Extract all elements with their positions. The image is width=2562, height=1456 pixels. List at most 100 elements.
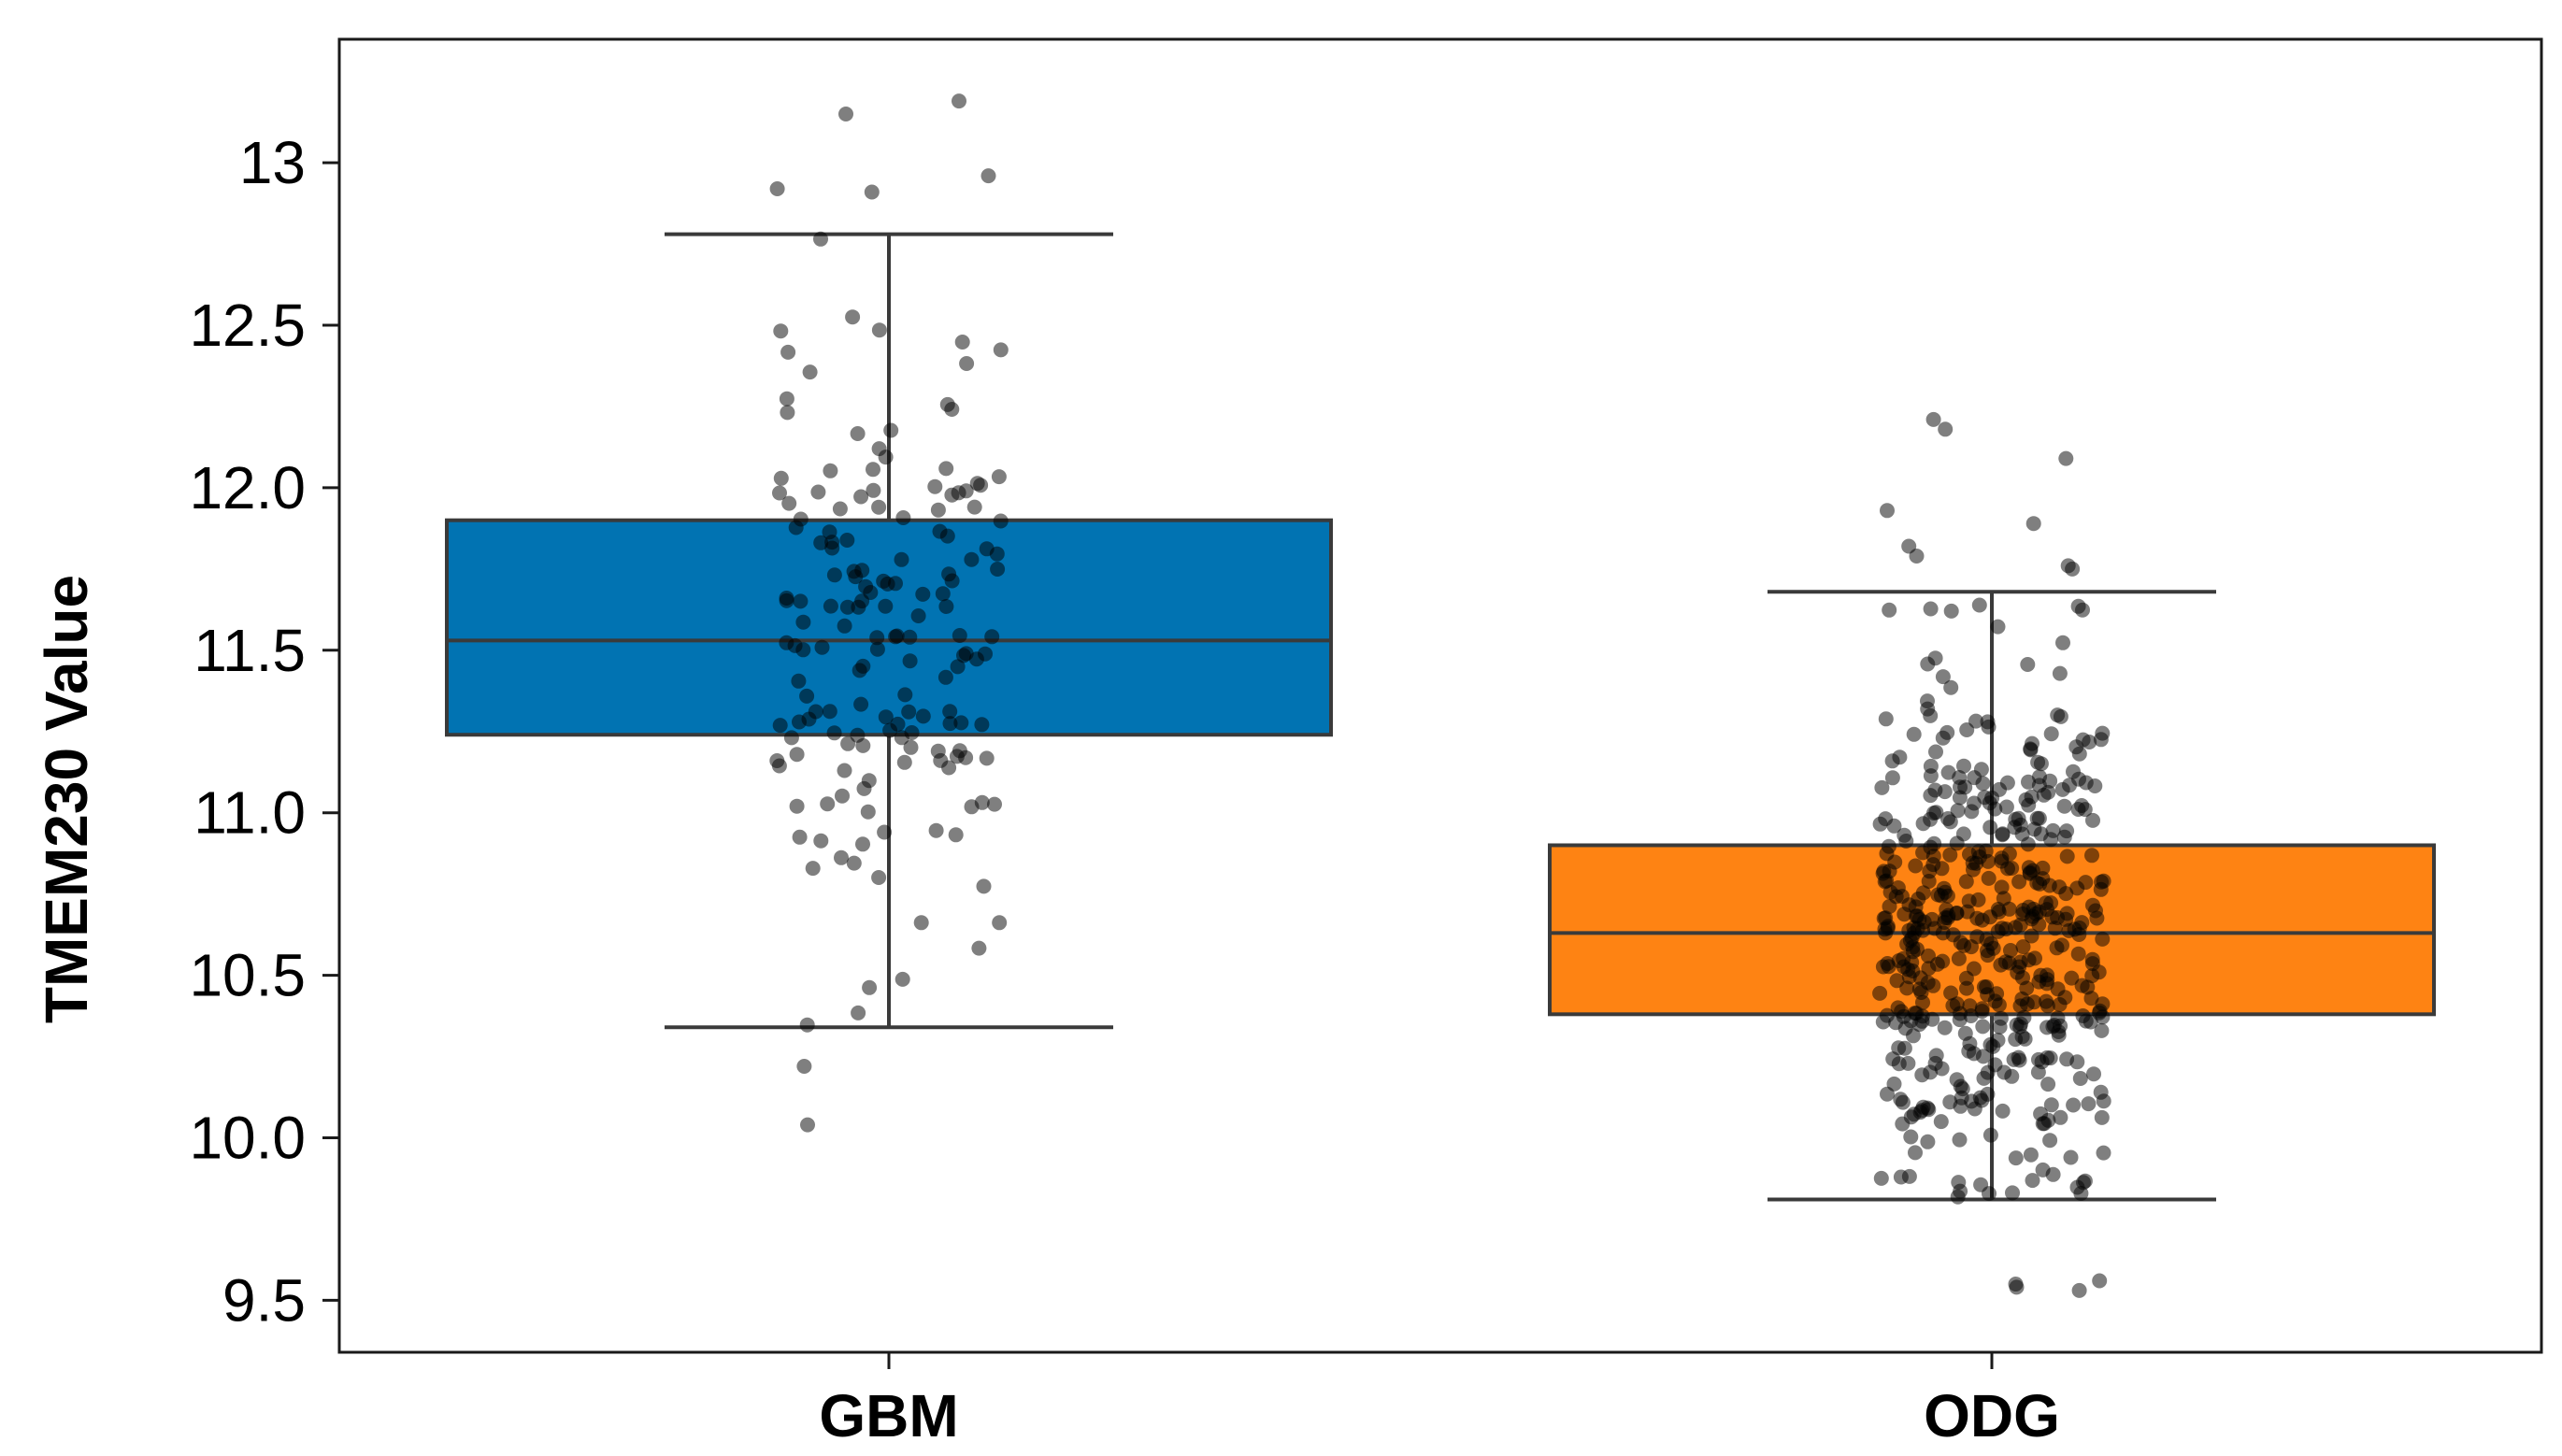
data-point (822, 524, 837, 540)
data-point (1908, 899, 1924, 915)
data-point (1954, 1090, 1969, 1106)
data-point (1938, 884, 1953, 900)
data-point (1906, 726, 1922, 742)
data-point (903, 739, 919, 755)
data-point (1926, 835, 1942, 851)
data-point (1906, 1106, 1922, 1122)
data-point (1928, 744, 1943, 760)
data-point (928, 822, 944, 838)
data-point (850, 426, 866, 441)
data-point (823, 598, 838, 614)
points-odg (1872, 411, 2111, 1298)
data-point (820, 796, 836, 812)
data-point (2042, 1133, 2058, 1149)
data-point (1992, 1019, 2008, 1035)
data-point (1966, 862, 1981, 878)
data-point (1933, 1114, 1949, 1130)
data-point (826, 725, 842, 741)
data-point (854, 593, 870, 609)
data-point (1949, 835, 1965, 851)
data-point (876, 573, 892, 589)
data-point (773, 470, 789, 486)
data-point (866, 482, 881, 498)
data-point (2026, 994, 2042, 1010)
data-point (813, 231, 828, 247)
y-tick-label: 11.5 (193, 617, 306, 684)
data-point (979, 541, 995, 557)
data-point (2063, 1149, 2079, 1165)
data-point (1908, 1145, 1923, 1161)
data-point (964, 551, 980, 567)
data-point (2043, 726, 2059, 742)
data-point (2051, 1024, 2067, 1039)
data-point (839, 599, 855, 615)
data-point (1914, 1067, 1930, 1083)
y-axis-title: TMEM230 Value (33, 575, 100, 1023)
data-point (987, 796, 1002, 812)
data-point (1926, 921, 1942, 936)
data-point (1915, 885, 1931, 901)
data-point (2033, 826, 2049, 842)
data-point (771, 758, 787, 774)
data-point (2082, 735, 2097, 749)
data-point (1981, 870, 1997, 886)
data-point (834, 849, 849, 865)
data-point (2070, 946, 2086, 962)
data-point (1908, 858, 1924, 874)
data-point (1935, 669, 1951, 685)
data-point (1943, 603, 1959, 619)
data-point (1942, 1094, 1958, 1110)
data-point (795, 642, 811, 658)
data-point (1969, 910, 1985, 926)
data-point (2071, 1282, 2087, 1298)
data-point (954, 335, 970, 350)
data-point (805, 861, 821, 877)
data-point (959, 356, 975, 371)
data-point (871, 499, 887, 515)
data-point (2020, 657, 2036, 672)
data-point (939, 528, 955, 544)
data-point (1920, 701, 1936, 717)
data-point (1980, 1064, 1996, 1080)
data-point (2084, 951, 2100, 967)
data-point (2086, 1066, 2101, 1082)
data-point (1952, 1132, 1968, 1148)
data-point (991, 469, 1007, 485)
data-point (2043, 1097, 2059, 1113)
data-point (1928, 1048, 1944, 1063)
data-point (1878, 711, 1894, 727)
data-point (837, 618, 852, 634)
data-point (2022, 865, 2038, 881)
data-point (1921, 948, 1936, 964)
data-point (1964, 939, 1979, 955)
data-point (2070, 598, 2086, 614)
data-point (853, 696, 869, 712)
data-point (853, 489, 869, 505)
data-point (2065, 561, 2081, 577)
data-point (1962, 998, 1978, 1014)
data-point (801, 711, 817, 727)
points-gbm (769, 93, 1009, 1133)
data-point (832, 501, 848, 517)
data-point (971, 940, 987, 956)
data-point (895, 971, 910, 987)
data-point (1957, 779, 1973, 795)
data-point (969, 476, 985, 492)
data-point (1951, 1175, 1967, 1191)
data-point (2069, 1054, 2085, 1070)
data-point (883, 422, 899, 438)
data-point (1998, 921, 2014, 937)
data-point (2040, 1077, 2056, 1092)
data-point (2034, 1054, 2050, 1070)
data-point (1980, 943, 1995, 959)
data-point (2059, 849, 2075, 864)
data-point (2025, 735, 2040, 751)
data-point (1958, 970, 1974, 986)
data-point (2058, 450, 2074, 466)
data-point (1973, 1177, 1989, 1192)
data-point (1981, 853, 1996, 869)
data-point (2084, 968, 2100, 984)
data-point (2005, 1185, 2020, 1201)
data-point (1923, 601, 1939, 617)
